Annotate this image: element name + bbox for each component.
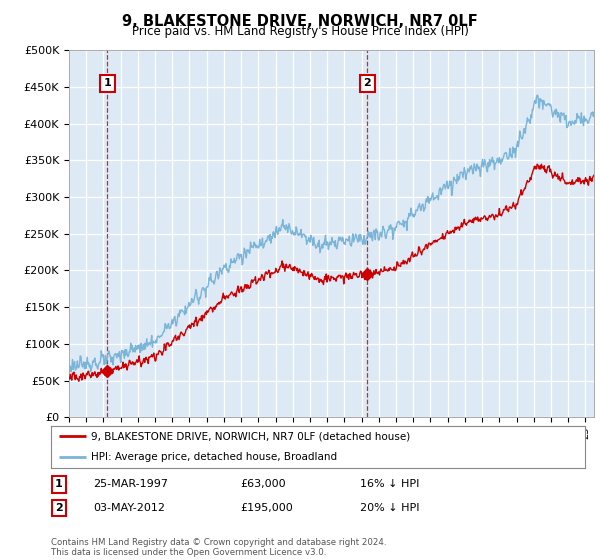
Text: Contains HM Land Registry data © Crown copyright and database right 2024.
This d: Contains HM Land Registry data © Crown c… — [51, 538, 386, 557]
Text: 9, BLAKESTONE DRIVE, NORWICH, NR7 0LF: 9, BLAKESTONE DRIVE, NORWICH, NR7 0LF — [122, 14, 478, 29]
Text: 03-MAY-2012: 03-MAY-2012 — [93, 503, 165, 513]
Text: 16% ↓ HPI: 16% ↓ HPI — [360, 479, 419, 489]
Text: £63,000: £63,000 — [240, 479, 286, 489]
Text: £195,000: £195,000 — [240, 503, 293, 513]
Text: 2: 2 — [55, 503, 62, 513]
Text: 25-MAR-1997: 25-MAR-1997 — [93, 479, 168, 489]
Text: HPI: Average price, detached house, Broadland: HPI: Average price, detached house, Broa… — [91, 452, 337, 462]
Text: Price paid vs. HM Land Registry's House Price Index (HPI): Price paid vs. HM Land Registry's House … — [131, 25, 469, 38]
Text: 1: 1 — [104, 78, 111, 88]
Text: 2: 2 — [364, 78, 371, 88]
Text: 1: 1 — [55, 479, 62, 489]
Text: 20% ↓ HPI: 20% ↓ HPI — [360, 503, 419, 513]
Text: 9, BLAKESTONE DRIVE, NORWICH, NR7 0LF (detached house): 9, BLAKESTONE DRIVE, NORWICH, NR7 0LF (d… — [91, 431, 410, 441]
